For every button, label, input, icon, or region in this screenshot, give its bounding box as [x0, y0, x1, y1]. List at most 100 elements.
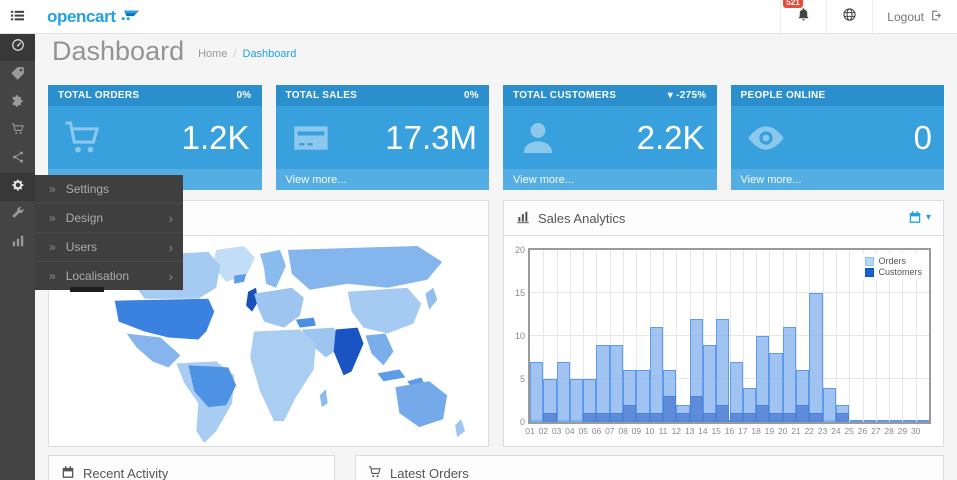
x-tick-label: 10	[644, 426, 655, 436]
y-tick-label: 0	[519, 417, 525, 427]
sidebar-item-marketing[interactable]	[0, 145, 35, 173]
view-more-link[interactable]: View more...	[730, 169, 944, 190]
x-tick-label: 22	[804, 426, 815, 436]
y-tick-label: 5	[519, 374, 525, 384]
bell-icon: 521	[783, 0, 811, 27]
x-tick-label: 17	[738, 426, 748, 436]
flyout-item-users[interactable]: » Users ›	[35, 233, 183, 262]
opencart-logo[interactable]: opencart	[47, 0, 140, 33]
gridline	[702, 250, 704, 422]
logout-label: Logout	[887, 9, 924, 24]
flyout-item-localisation[interactable]: » Localisation ›	[35, 262, 183, 290]
gridline	[596, 250, 598, 422]
flyout-item-label: Settings	[65, 182, 110, 196]
x-tick-label: 06	[591, 426, 602, 436]
x-tick-label: 21	[791, 426, 801, 436]
breadcrumb-home-link[interactable]: Home	[198, 48, 228, 60]
gridline	[862, 250, 864, 422]
orders-bar	[583, 379, 597, 422]
gridline	[742, 250, 744, 422]
y-tick-label: 20	[514, 245, 525, 255]
stat-tiles: TOTAL ORDERS 0% 1.2K View more... TOTAL …	[48, 85, 944, 190]
credit-card-icon	[288, 118, 334, 158]
sidebar-item-tools[interactable]	[0, 201, 35, 229]
chevron-right-icon: ›	[168, 268, 173, 284]
tile-people-online: PEOPLE ONLINE 0 View more...	[730, 85, 944, 190]
menu-toggle-button[interactable]	[0, 0, 35, 33]
view-more-link[interactable]: View more...	[275, 169, 489, 190]
gridline	[543, 250, 545, 422]
x-tick-label: 03	[551, 426, 562, 436]
gridline	[569, 250, 571, 422]
customers-bar	[702, 413, 717, 422]
customers-bar	[809, 413, 823, 422]
flyout-item-settings[interactable]: » Settings	[35, 175, 183, 204]
legend-swatch-icon	[865, 256, 875, 266]
notification-badge: 521	[783, 0, 803, 8]
x-tick-label: 30	[910, 426, 921, 436]
sidebar-item-extensions[interactable]	[0, 89, 35, 117]
breadcrumb: Home / Dashboard	[198, 48, 296, 66]
x-tick-label: 12	[671, 426, 682, 436]
customers-bar	[729, 413, 743, 422]
tile-value: 17.3M	[385, 119, 477, 156]
orders-bar	[609, 344, 624, 422]
gridline	[769, 250, 771, 422]
gridline	[902, 250, 904, 422]
sales-chart: Orders Customers 01 02 03 04 05 06 07 08 09 10 11 12…	[515, 245, 931, 436]
breadcrumb-current-link[interactable]: Dashboard	[242, 48, 297, 60]
x-tick-label: 09	[631, 426, 642, 436]
double-chevron-icon: »	[49, 240, 56, 254]
x-tick-label: 27	[871, 426, 881, 436]
orders-bar	[649, 327, 663, 422]
customers-bar	[609, 413, 624, 422]
gridline	[822, 250, 824, 422]
customers-bar	[689, 396, 703, 422]
date-range-button[interactable]: ▾	[908, 210, 931, 227]
page-title: Dashboard	[52, 36, 185, 66]
orders-bar	[556, 361, 570, 422]
tile-label: TOTAL CUSTOMERS	[513, 90, 617, 101]
latest-orders-panel: Latest Orders	[355, 455, 944, 480]
customers-bar	[769, 413, 783, 422]
x-tick-label: 16	[724, 426, 735, 436]
logo-text: opencart	[47, 6, 116, 26]
x-tick-label: 23	[817, 426, 828, 436]
customers-bar	[596, 413, 610, 422]
orders-bar	[702, 344, 717, 422]
notifications-button[interactable]: 521	[780, 0, 827, 33]
puzzle-icon	[11, 94, 25, 113]
sidebar-item-reports[interactable]	[0, 229, 35, 257]
customers-bar	[835, 413, 850, 422]
gridline	[636, 250, 638, 422]
x-tick-label: 08	[618, 426, 628, 436]
orders-bar	[543, 379, 557, 422]
flyout-notch	[70, 287, 104, 292]
legend-entry: Orders	[865, 256, 922, 266]
customers-bar	[716, 404, 730, 422]
legend-swatch-icon	[865, 267, 875, 277]
sidebar-item-system[interactable]	[0, 173, 35, 201]
sidebar-item-sales[interactable]	[0, 117, 35, 145]
logout-button[interactable]: Logout	[872, 0, 957, 33]
storefront-button[interactable]	[826, 0, 873, 33]
sign-out-icon	[930, 9, 943, 25]
orders-bar	[569, 379, 584, 422]
calendar-icon	[61, 465, 75, 480]
flyout-item-label: Users	[65, 240, 98, 254]
view-more-link[interactable]: View more...	[503, 169, 717, 190]
sidebar-item-catalog[interactable]	[0, 61, 35, 89]
x-tick-label: 02	[538, 426, 549, 436]
double-chevron-icon: »	[49, 269, 56, 283]
flyout-item-design[interactable]: » Design ›	[35, 204, 183, 233]
chevron-right-icon: ›	[168, 239, 173, 255]
tile-percent: 0%	[463, 90, 479, 101]
user-icon	[515, 118, 561, 158]
y-tick-label: 10	[514, 331, 525, 341]
gridline	[875, 250, 877, 422]
sidebar-item-dashboard[interactable]	[0, 33, 35, 61]
chart-legend: Orders Customers	[861, 253, 926, 280]
recent-activity-panel: Recent Activity	[48, 455, 335, 480]
hamburger-icon	[10, 8, 25, 26]
tile-value: 2.2K	[636, 119, 705, 156]
